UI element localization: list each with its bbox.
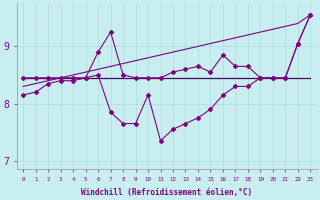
- X-axis label: Windchill (Refroidissement éolien,°C): Windchill (Refroidissement éolien,°C): [81, 188, 252, 197]
